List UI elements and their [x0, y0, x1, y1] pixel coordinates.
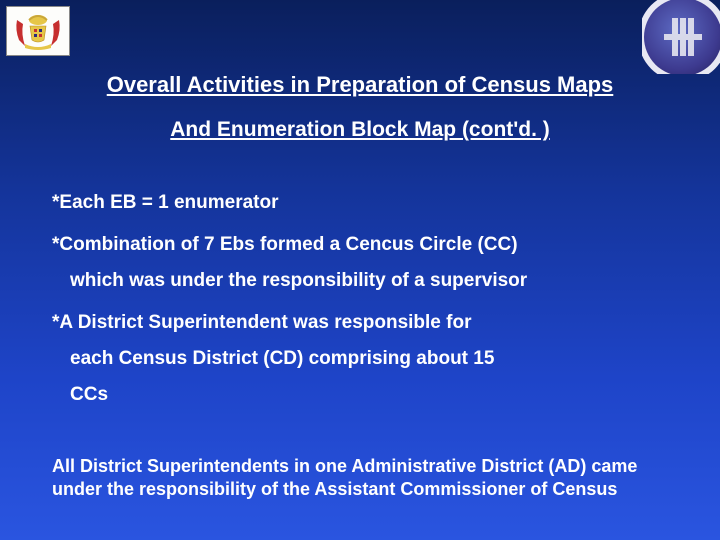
- slide-paragraph: All District Superintendents in one Admi…: [52, 455, 680, 502]
- bullet-3-line3: CCs: [52, 377, 680, 413]
- slide-body: *Each EB = 1 enumerator *Combination of …: [52, 185, 680, 414]
- bullet-1: *Each EB = 1 enumerator: [52, 185, 680, 221]
- slide-subtitle: And Enumeration Block Map (cont'd. ): [0, 118, 720, 142]
- bullet-3-line2: each Census District (CD) comprising abo…: [52, 341, 680, 377]
- slide-title: Overall Activities in Preparation of Cen…: [0, 70, 720, 100]
- stats-dept-badge-icon: [642, 0, 720, 74]
- bullet-3-line1: *A District Superintendent was responsib…: [52, 305, 680, 341]
- crest-emblem-icon: [6, 6, 70, 56]
- slide-subtitle-text: And Enumeration Block Map (cont'd. ): [170, 118, 550, 141]
- slide-title-line1: Overall Activities in Preparation of Cen…: [0, 70, 720, 100]
- bullet-2-line1: *Combination of 7 Ebs formed a Cencus Ci…: [52, 227, 680, 263]
- bullet-2-line2: which was under the responsibility of a …: [52, 263, 680, 299]
